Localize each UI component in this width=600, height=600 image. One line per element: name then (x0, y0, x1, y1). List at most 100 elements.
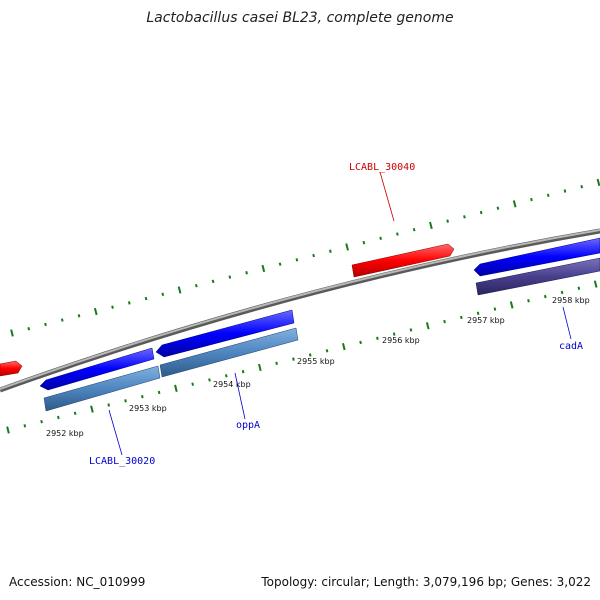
upper-tick-mark (211, 279, 215, 284)
upper-tick-mark (228, 275, 232, 279)
leader-line-LCABL_30020 (108, 409, 123, 456)
upper-tick-mark (44, 322, 47, 327)
lower-tick-mark (325, 349, 329, 353)
upper-tick-mark (496, 206, 500, 210)
upper-tick-mark (93, 307, 98, 316)
lower-tick-mark (292, 357, 295, 361)
lower-tick-mark (392, 332, 396, 336)
gene-label-cadA[interactable]: cadA (559, 341, 583, 352)
upper-tick-mark (77, 314, 81, 318)
upper-tick-mark (479, 210, 483, 215)
upper-tick-mark (429, 221, 433, 230)
lower-tick-mark (140, 394, 144, 399)
lower-tick-mark (275, 361, 278, 365)
lower-tick-mark (493, 307, 497, 311)
lower-tick-mark (409, 328, 413, 332)
upper-tick-mark (194, 283, 198, 288)
upper-tick-mark (60, 318, 64, 322)
lower-tick-mark (57, 415, 60, 420)
gene-bar-cadA[interactable] (475, 257, 600, 296)
lower-tick-mark (40, 419, 43, 424)
leader-line-cadA (562, 306, 572, 340)
lower-tick-mark (174, 384, 178, 392)
lower-tick-mark (425, 322, 430, 330)
upper-tick-mark (512, 200, 517, 208)
lower-tick-mark (527, 299, 530, 303)
lower-tick-track (6, 280, 598, 434)
upper-tick-mark (127, 301, 131, 305)
tick-label-2954: 2954 kbp (213, 380, 251, 389)
leader-line-LCABL_30040 (379, 171, 395, 222)
gene-arrow-cadA[interactable] (473, 237, 600, 277)
lower-tick-mark (443, 319, 446, 324)
lower-tick-mark (157, 390, 161, 395)
upper-tick-mark (177, 286, 182, 294)
lower-tick-mark (376, 336, 379, 340)
upper-tick-mark (144, 296, 148, 301)
gene-bar-oppA[interactable] (159, 327, 299, 378)
upper-tick-mark (412, 228, 416, 232)
gene-arrow-forward-left[interactable] (0, 360, 23, 377)
lower-tick-mark (124, 399, 127, 403)
upper-tick-mark (10, 329, 14, 337)
lower-tick-mark (460, 315, 463, 320)
lower-tick-mark (241, 369, 245, 374)
lower-tick-mark (23, 424, 27, 428)
gene-arrow-LCABL_30040[interactable] (351, 243, 455, 278)
lower-tick-mark (224, 374, 228, 378)
tick-label-2953: 2953 kbp (129, 404, 167, 413)
upper-tick-mark (563, 189, 567, 193)
lower-tick-mark (476, 311, 480, 315)
gene-arrow-oppA[interactable] (155, 309, 295, 358)
upper-tick-mark (396, 232, 399, 236)
accession-text: Accession: NC_010999 (9, 575, 146, 589)
upper-tick-mark (312, 253, 315, 258)
lower-tick-mark (308, 353, 312, 357)
lower-tick-mark (6, 426, 10, 434)
leader-line-oppA (234, 372, 246, 420)
gene-arrow-LCABL_30020[interactable] (39, 347, 155, 391)
lower-tick-mark (560, 290, 564, 295)
lower-tick-mark (90, 405, 94, 413)
lower-tick-mark (577, 286, 581, 290)
gene-label-LCABL_30040[interactable]: LCABL_30040 (349, 162, 415, 173)
upper-tick-mark (111, 305, 114, 309)
upper-tick-mark (261, 264, 266, 273)
lower-tick-mark (73, 411, 77, 416)
scale-tick-labels: 2952 kbp 2953 kbp 2954 kbp 2955 kbp 2956… (46, 296, 590, 438)
lower-tick-mark (191, 382, 195, 386)
upper-tick-mark (278, 262, 282, 266)
tick-label-2958: 2958 kbp (552, 296, 590, 305)
upper-tick-mark (463, 215, 466, 219)
upper-tick-mark (295, 258, 299, 262)
upper-tick-track (10, 178, 600, 337)
upper-tick-mark (446, 219, 450, 223)
upper-tick-mark (345, 243, 349, 251)
upper-tick-mark (530, 197, 533, 202)
upper-tick-mark (362, 240, 366, 245)
tick-label-2957: 2957 kbp (467, 316, 505, 325)
upper-tick-mark (546, 193, 550, 198)
lower-tick-mark (359, 340, 362, 345)
lower-tick-mark (107, 403, 111, 407)
upper-tick-mark (580, 184, 584, 189)
genome-summary-text: Topology: circular; Length: 3,079,196 bp… (261, 575, 591, 589)
upper-tick-mark (27, 326, 31, 331)
map-title: Lactobacillus casei BL23, complete genom… (146, 10, 454, 26)
gene-label-oppA[interactable]: oppA (236, 420, 260, 431)
lower-tick-mark (341, 342, 346, 351)
tick-label-2956: 2956 kbp (382, 336, 420, 345)
genome-backbone-highlight (0, 229, 600, 390)
lower-tick-mark (543, 294, 547, 299)
tick-label-2952: 2952 kbp (46, 429, 84, 438)
gene-label-LCABL_30020[interactable]: LCABL_30020 (89, 456, 155, 467)
upper-tick-mark (379, 236, 382, 241)
lower-tick-mark (208, 378, 211, 382)
genome-backbone (0, 228, 600, 393)
upper-tick-mark (161, 292, 165, 296)
gene-bar-LCABL_30020[interactable] (43, 365, 161, 412)
upper-tick-mark (596, 178, 600, 187)
lower-tick-mark (258, 363, 262, 372)
